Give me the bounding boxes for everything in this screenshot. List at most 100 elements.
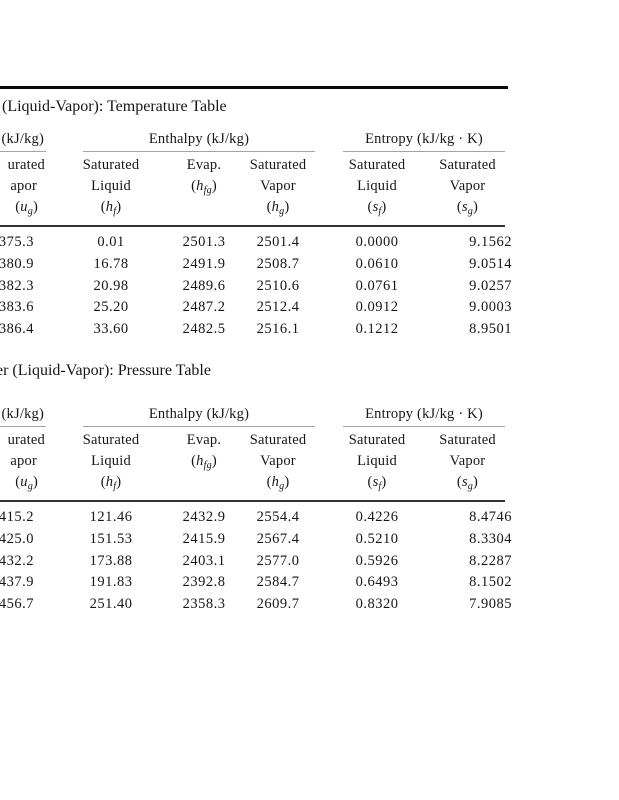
table-cell: 0.0610: [355, 256, 399, 273]
table-cell: 33.60: [93, 321, 129, 338]
column-symbol: (ug): [15, 199, 38, 218]
group-header-internal-energy: (kJ/kg): [0, 401, 46, 427]
table-cell: 0.1212: [355, 321, 399, 338]
table-cell: 0.0000: [355, 234, 399, 251]
table-row: 456.7 251.40 2358.3 2609.7 0.8320 7.9085: [0, 594, 513, 616]
column-header-line: urated: [7, 157, 45, 173]
table-cell: 437.9: [0, 574, 34, 591]
table-cell: 121.46: [89, 509, 133, 526]
group-header-gap: [324, 401, 332, 427]
table-cell: 2487.2: [182, 299, 226, 316]
table-cell: 383.6: [0, 299, 34, 316]
column-header-line: Saturated: [249, 432, 307, 448]
table-cell: 173.88: [89, 552, 133, 569]
column-header-line: Saturated: [82, 157, 140, 173]
table-cell: 8.9501: [469, 321, 512, 338]
table-row: 380.9 16.78 2491.9 2508.7 0.0610 9.0514: [0, 254, 513, 276]
table-cell: 2516.1: [256, 321, 300, 338]
table-cell: 25.20: [93, 299, 129, 316]
group-header-entropy: Entropy (kJ/kg · K): [343, 126, 505, 152]
column-symbol: (hf): [100, 199, 122, 218]
table-cell: 0.01: [97, 234, 125, 251]
pressure-table-title: er (Liquid-Vapor): Pressure Table: [0, 362, 211, 379]
column-header-line: apor: [10, 178, 37, 194]
temperature-table-title: (Liquid-Vapor): Temperature Table: [2, 98, 227, 115]
column-symbol: (hg): [266, 474, 290, 493]
column-symbol: (hfg): [191, 453, 217, 472]
column-header-saturated-vapor-hg: Saturated Vapor (hg): [232, 155, 324, 225]
table-cell: 2501.4: [256, 234, 300, 251]
column-header-line: Saturated: [348, 157, 406, 173]
table-row: 386.4 33.60 2482.5 2516.1 0.1212 8.9501: [0, 319, 513, 341]
table-row: 415.2 121.46 2432.9 2554.4 0.4226 8.4746: [0, 507, 513, 529]
column-gap: [324, 254, 332, 276]
table-cell: 8.4746: [469, 509, 512, 526]
table-cell: 8.3304: [469, 531, 512, 548]
column-header-saturated-liquid-sf: Saturated Liquid (sf): [332, 430, 422, 500]
column-gap: [324, 155, 332, 225]
table-cell: 2508.7: [256, 256, 300, 273]
temperature-table-inner: (kJ/kg) Enthalpy (kJ/kg) Entropy (kJ/kg …: [0, 126, 513, 340]
table-cell: 432.2: [0, 552, 34, 569]
table-cell: 2501.3: [182, 234, 226, 251]
column-gap: [324, 529, 332, 551]
table-row: 437.9 191.83 2392.8 2584.7 0.6493 8.1502: [0, 572, 513, 594]
table-cell: 0.5210: [355, 531, 399, 548]
table-cell: 9.0257: [469, 277, 512, 294]
table-row: 432.2 173.88 2403.1 2577.0 0.5926 8.2287: [0, 550, 513, 572]
table-cell: 251.40: [89, 596, 133, 613]
column-header-saturated-vapor-sg: Saturated Vapor (sg): [422, 155, 513, 225]
table-cell: 0.0912: [355, 299, 399, 316]
table-data-rows: 415.2 121.46 2432.9 2554.4 0.4226 8.4746 425.0…: [0, 502, 513, 615]
table-cell: 2415.9: [182, 531, 226, 548]
table-row: 382.3 20.98 2489.6 2510.6 0.0761 9.0257: [0, 275, 513, 297]
column-symbol: (hfg): [191, 178, 217, 197]
column-header-saturated-liquid-hf: Saturated Liquid (hf): [46, 430, 176, 500]
column-gap: [324, 430, 332, 500]
column-symbol: (sg): [456, 199, 479, 218]
column-symbol: (hf): [100, 474, 122, 493]
table-cell: 0.6493: [355, 574, 399, 591]
top-rule: [0, 86, 508, 89]
column-header-saturated-vapor-hg: Saturated Vapor (hg): [232, 430, 324, 500]
pressure-table-inner: (kJ/kg) Enthalpy (kJ/kg) Entropy (kJ/kg …: [0, 401, 513, 615]
table-cell: 0.4226: [355, 509, 399, 526]
column-header-line: Liquid: [357, 453, 397, 469]
column-symbol: (hg): [266, 199, 290, 218]
header-divider-rule: [0, 225, 505, 227]
table-cell: 2554.4: [256, 509, 300, 526]
column-header-line: Vapor: [260, 453, 296, 469]
table-cell: 0.8320: [355, 596, 399, 613]
column-header-line: Saturated: [348, 432, 406, 448]
table-cell: 2577.0: [256, 552, 300, 569]
column-header-line: Evap.: [186, 432, 222, 448]
pressure-table: (kJ/kg) Enthalpy (kJ/kg) Entropy (kJ/kg …: [0, 401, 515, 617]
table-row: 383.6 25.20 2487.2 2512.4 0.0912 9.0003: [0, 297, 513, 319]
column-symbol: (sf): [367, 199, 387, 218]
table-cell: 382.3: [0, 277, 34, 294]
table-cell: 375.3: [0, 234, 34, 251]
table-cell: 2489.6: [182, 277, 226, 294]
table-cell: 2584.7: [256, 574, 300, 591]
table-cell: 9.1562: [469, 234, 512, 251]
column-header-evap-hfg: Evap. (hfg): [176, 155, 232, 225]
table-cell: 9.0514: [469, 256, 512, 273]
column-header-saturated-vapor-sg: Saturated Vapor (sg): [422, 430, 513, 500]
table-cell: 20.98: [93, 277, 129, 294]
table-cell: 456.7: [0, 596, 34, 613]
table-cell: 2432.9: [182, 509, 226, 526]
table-cell: 425.0: [0, 531, 34, 548]
column-header-evap-hfg: Evap. (hfg): [176, 430, 232, 500]
column-header-line: apor: [10, 453, 37, 469]
column-gap: [324, 594, 332, 616]
table-cell: 0.0761: [355, 277, 399, 294]
table-cell: 2512.4: [256, 299, 300, 316]
column-header-line: Vapor: [449, 453, 486, 469]
column-header-row: urated apor (ug) Saturated Liquid (hf) E…: [0, 152, 513, 225]
table-cell: 415.2: [0, 509, 34, 526]
column-header-line: Saturated: [439, 432, 496, 448]
column-header-line: Liquid: [91, 178, 131, 194]
column-symbol: (sg): [456, 474, 479, 493]
table-cell: 2358.3: [182, 596, 226, 613]
